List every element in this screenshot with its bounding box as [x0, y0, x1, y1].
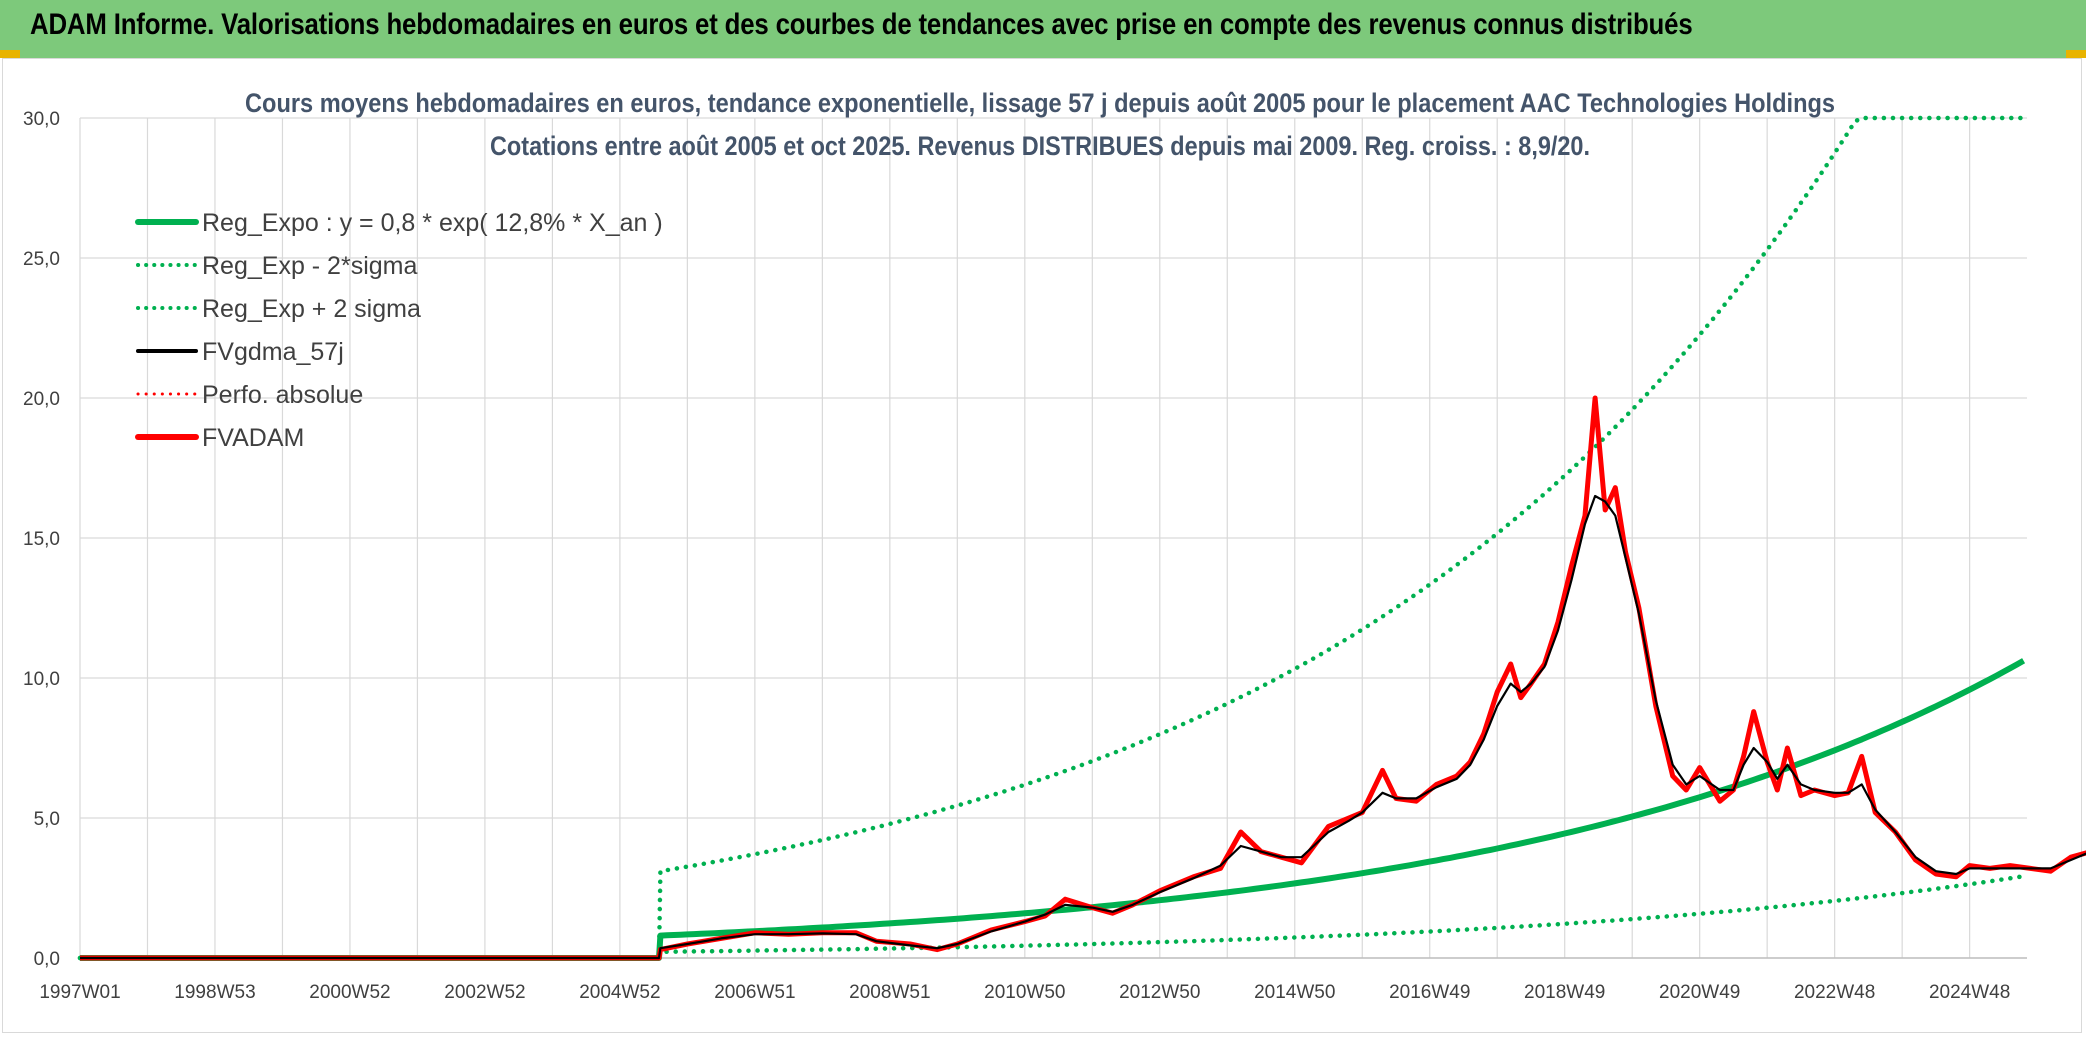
y-tick-label: 20,0: [23, 389, 60, 410]
series-lines: [77, 115, 2086, 961]
report-banner: ADAM Informe. Valorisations hebdomadaire…: [0, 0, 2086, 58]
x-tick-label: 2014W50: [1254, 982, 1335, 1003]
banner-corner-left: [0, 50, 20, 58]
y-tick-label: 0,0: [34, 949, 60, 970]
x-tick-label: 2020W49: [1659, 982, 1740, 1003]
series-reg-exp-minus-2sigma: [77, 873, 2026, 961]
y-tick-label: 25,0: [23, 249, 60, 270]
chart-title: Cours moyens hebdomadaires en euros, ten…: [245, 88, 1835, 118]
legend-label: Reg_Exp + 2 sigma: [202, 295, 421, 323]
x-tick-label: 2010W50: [984, 982, 1065, 1003]
x-tick-label: 2024W48: [1929, 982, 2010, 1003]
x-tick-label: 2008W51: [849, 982, 930, 1003]
series-fvgdma-57j: [80, 494, 2086, 960]
x-tick-label: 1998W53: [174, 982, 255, 1003]
legend-label: FVgdma_57j: [202, 338, 344, 366]
chart-frame: [2, 58, 2082, 1033]
x-tick-label: 2002W52: [444, 982, 525, 1003]
y-tick-label: 15,0: [23, 529, 60, 550]
x-tick-label: 2022W48: [1794, 982, 1875, 1003]
legend: Reg_Expo : y = 0,8 * exp( 12,8% * X_an )…: [135, 209, 663, 452]
series-reg-exp-plus-2sigma: [77, 115, 2026, 961]
x-tick-label: 2012W50: [1119, 982, 1200, 1003]
x-tick-label: 2018W49: [1524, 982, 1605, 1003]
banner-corner-right: [2066, 50, 2086, 58]
y-tick-label: 30,0: [23, 109, 60, 130]
legend-label: Reg_Expo : y = 0,8 * exp( 12,8% * X_an ): [202, 209, 663, 237]
y-tick-label: 10,0: [23, 669, 60, 690]
x-tick-label: 2004W52: [579, 982, 660, 1003]
y-axis: 0,0 5,0 10,0 15,0 20,0 25,0 30,0: [23, 109, 60, 970]
x-tick-label: 2000W52: [309, 982, 390, 1003]
x-tick-label: 2006W51: [714, 982, 795, 1003]
x-tick-label: 2016W49: [1389, 982, 1470, 1003]
grid-lines: [79, 117, 2027, 959]
y-tick-label: 5,0: [34, 809, 60, 830]
legend-label: FVADAM: [202, 424, 304, 452]
chart-subtitle: Cotations entre août 2005 et oct 2025. R…: [490, 131, 1590, 161]
legend-label: Reg_Exp - 2*sigma: [202, 252, 417, 280]
report-title: ADAM Informe. Valorisations hebdomadaire…: [30, 8, 1693, 41]
legend-label: Perfo. absolue: [202, 381, 363, 409]
x-tick-label: 1997W01: [39, 982, 120, 1003]
x-axis: 1997W01 1998W53 2000W52 2002W52 2004W52 2006W…: [39, 957, 2027, 1003]
